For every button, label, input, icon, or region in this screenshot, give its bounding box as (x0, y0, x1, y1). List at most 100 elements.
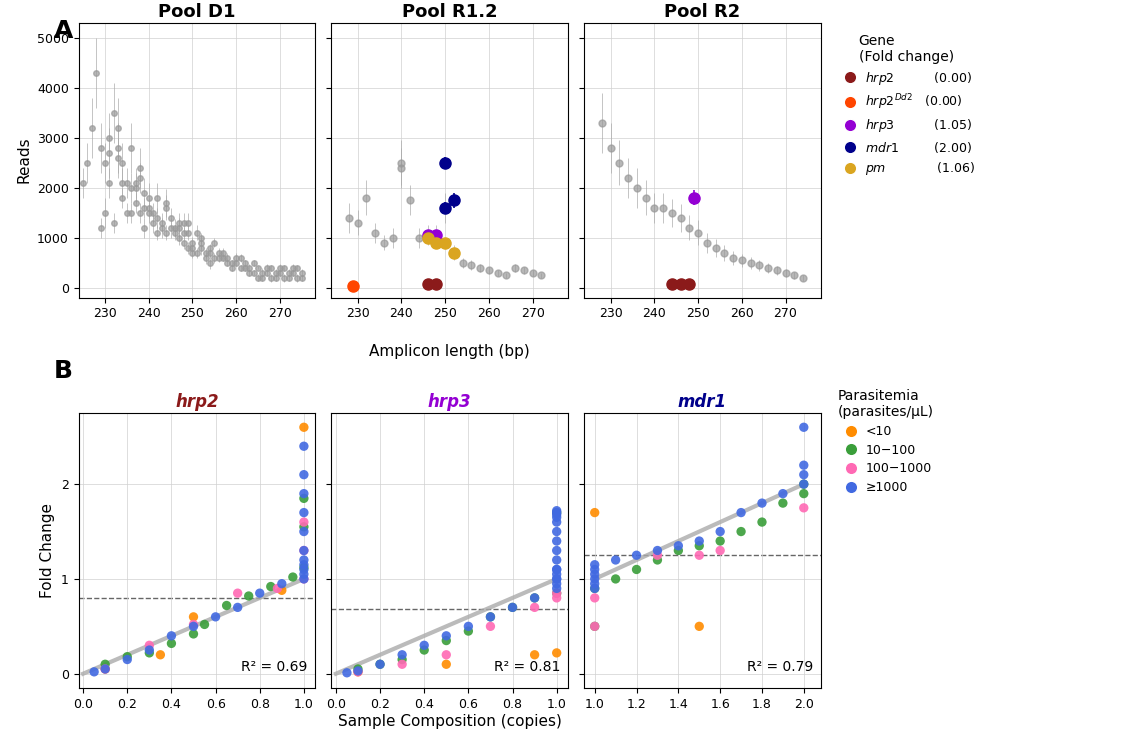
Title: Pool R1.2: Pool R1.2 (401, 3, 498, 21)
Point (795, 421, 813, 433)
Point (586, 573, 604, 585)
Point (294, 563, 312, 575)
Point (547, 544, 565, 556)
Point (294, 492, 312, 504)
Point (586, 569, 604, 581)
Point (547, 647, 565, 659)
Point (348, 666, 366, 678)
Point (690, 535, 708, 547)
Point (547, 582, 565, 594)
Point (526, 649, 544, 661)
Point (184, 628, 202, 640)
Point (586, 620, 604, 632)
Point (393, 653, 411, 665)
Point (481, 611, 499, 623)
Point (607, 573, 625, 585)
Text: R² = 0.79: R² = 0.79 (747, 660, 814, 674)
Point (774, 488, 792, 500)
Point (437, 630, 455, 642)
Point (371, 658, 389, 671)
Point (294, 525, 312, 538)
Point (547, 511, 565, 523)
Point (393, 658, 411, 671)
Point (547, 505, 565, 517)
Point (371, 658, 389, 671)
Point (294, 507, 312, 519)
Legend: $\it{hrp2}$          (0.00), $\it{hrp2}$$^{Dd2}$   (0.00), $\it{hrp3}$          : $\it{hrp2}$ (0.00), $\it{hrp2}$$^{Dd2}$ … (833, 29, 980, 182)
Point (152, 649, 170, 661)
Point (284, 571, 302, 583)
Point (649, 549, 667, 561)
Point (338, 667, 356, 679)
Text: A: A (54, 19, 73, 43)
Point (547, 516, 565, 528)
Point (690, 549, 708, 561)
Point (481, 620, 499, 632)
Point (294, 573, 312, 585)
Point (184, 611, 202, 623)
Point (437, 658, 455, 671)
Point (795, 469, 813, 481)
Point (228, 601, 246, 613)
Point (481, 611, 499, 623)
Point (118, 653, 136, 665)
Point (163, 637, 181, 649)
Point (732, 507, 750, 519)
Point (774, 497, 792, 509)
Point (586, 582, 604, 594)
Point (460, 625, 478, 637)
Point (97, 663, 115, 675)
Point (547, 573, 565, 585)
Point (196, 618, 214, 631)
Text: R² = 0.69: R² = 0.69 (242, 660, 308, 674)
Point (294, 569, 312, 581)
Text: Sample Composition (copies): Sample Composition (copies) (337, 714, 562, 730)
Point (184, 618, 202, 631)
Point (795, 502, 813, 514)
Point (97, 658, 115, 671)
Title: hrp2: hrp2 (175, 393, 219, 411)
Point (262, 581, 280, 593)
Point (273, 578, 291, 590)
Point (547, 507, 565, 519)
Point (586, 578, 604, 590)
Point (586, 507, 604, 519)
Point (753, 516, 771, 528)
Point (140, 647, 158, 659)
Point (251, 587, 269, 600)
Point (690, 620, 708, 632)
Point (415, 640, 433, 652)
Point (504, 601, 522, 613)
Point (294, 521, 312, 533)
Point (140, 644, 158, 656)
Point (294, 469, 312, 481)
Point (294, 516, 312, 528)
Point (294, 554, 312, 566)
Point (586, 582, 604, 594)
Point (273, 584, 291, 596)
Point (348, 666, 366, 678)
Title: hrp3: hrp3 (428, 393, 471, 411)
Point (97, 663, 115, 675)
Text: R² = 0.81: R² = 0.81 (495, 660, 561, 674)
Point (649, 544, 667, 556)
Legend: <10, 10−100, 100−1000, ≥1000: <10, 10−100, 100−1000, ≥1000 (833, 384, 939, 499)
Point (85, 666, 103, 678)
Point (547, 573, 565, 585)
Point (547, 578, 565, 590)
Point (526, 601, 544, 613)
Point (437, 649, 455, 661)
Text: Amplicon length (bp): Amplicon length (bp) (369, 344, 531, 359)
Point (586, 563, 604, 575)
Point (547, 509, 565, 521)
Point (504, 601, 522, 613)
Point (627, 563, 645, 575)
Point (269, 582, 287, 594)
Y-axis label: Reads: Reads (17, 137, 31, 184)
Point (140, 640, 158, 652)
Point (184, 620, 202, 632)
Title: Pool R2: Pool R2 (664, 3, 741, 21)
Point (294, 559, 312, 571)
Point (547, 587, 565, 600)
Point (649, 554, 667, 566)
